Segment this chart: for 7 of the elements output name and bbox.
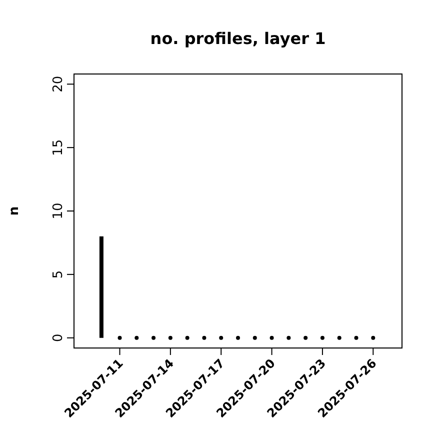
chart-title: no. profiles, layer 1: [150, 29, 326, 48]
y-tick-label: 15: [51, 139, 66, 156]
y-tick-label: 0: [51, 334, 66, 342]
y-axis-title: n: [7, 206, 22, 216]
y-tick-label: 5: [51, 270, 66, 279]
y-tick-label: 20: [51, 76, 66, 92]
y-tick-label: 10: [51, 202, 66, 220]
